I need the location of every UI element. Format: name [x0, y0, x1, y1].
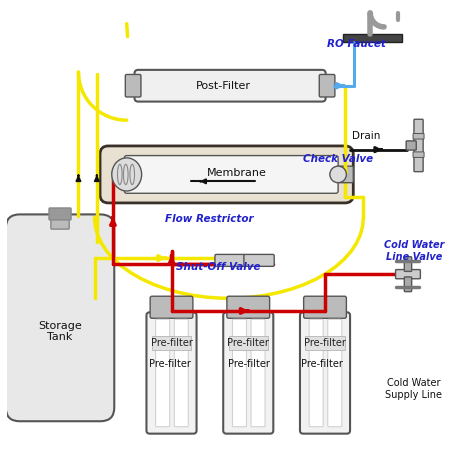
Text: Pre-filter: Pre-filter: [151, 338, 192, 348]
FancyBboxPatch shape: [404, 257, 411, 272]
FancyBboxPatch shape: [244, 254, 274, 266]
FancyBboxPatch shape: [404, 277, 411, 292]
FancyBboxPatch shape: [413, 134, 424, 139]
Text: Post-Filter: Post-Filter: [196, 81, 251, 91]
Text: Check Valve: Check Valve: [303, 154, 373, 164]
Text: Membrane: Membrane: [207, 168, 267, 178]
FancyBboxPatch shape: [251, 319, 265, 427]
FancyBboxPatch shape: [339, 166, 353, 183]
FancyBboxPatch shape: [414, 119, 423, 171]
FancyBboxPatch shape: [227, 296, 270, 318]
Circle shape: [330, 166, 346, 183]
FancyBboxPatch shape: [223, 312, 273, 434]
Text: Pre-filter: Pre-filter: [149, 359, 191, 369]
FancyBboxPatch shape: [174, 319, 188, 427]
Text: Pre-filter: Pre-filter: [304, 338, 346, 348]
Text: Drain: Drain: [352, 131, 380, 141]
Text: Pre-filter: Pre-filter: [228, 359, 269, 369]
FancyBboxPatch shape: [229, 336, 268, 350]
FancyBboxPatch shape: [51, 213, 69, 229]
FancyBboxPatch shape: [232, 319, 246, 427]
Text: Cold Water
Line Valve: Cold Water Line Valve: [384, 240, 444, 262]
FancyBboxPatch shape: [100, 146, 353, 203]
FancyBboxPatch shape: [152, 336, 191, 350]
FancyBboxPatch shape: [300, 312, 350, 434]
FancyBboxPatch shape: [304, 296, 346, 318]
Text: Pre-filter: Pre-filter: [301, 359, 343, 369]
FancyBboxPatch shape: [215, 254, 245, 266]
FancyBboxPatch shape: [406, 141, 416, 150]
FancyBboxPatch shape: [49, 208, 71, 220]
Text: Cold Water
Supply Line: Cold Water Supply Line: [385, 378, 442, 400]
FancyBboxPatch shape: [146, 312, 197, 434]
FancyBboxPatch shape: [309, 319, 323, 427]
FancyBboxPatch shape: [413, 152, 424, 157]
FancyBboxPatch shape: [319, 75, 335, 97]
Text: RO Faucet: RO Faucet: [327, 39, 386, 49]
FancyBboxPatch shape: [396, 270, 420, 279]
Text: Shut-Off Valve: Shut-Off Valve: [176, 262, 261, 272]
FancyBboxPatch shape: [124, 155, 338, 193]
FancyBboxPatch shape: [135, 70, 326, 101]
FancyBboxPatch shape: [150, 296, 193, 318]
Text: Flow Restrictor: Flow Restrictor: [165, 214, 254, 224]
Text: Storage
Tank: Storage Tank: [38, 321, 82, 343]
Text: Pre-filter: Pre-filter: [228, 338, 269, 348]
FancyBboxPatch shape: [328, 319, 342, 427]
FancyBboxPatch shape: [343, 34, 402, 42]
FancyBboxPatch shape: [155, 319, 170, 427]
FancyBboxPatch shape: [305, 336, 345, 350]
FancyBboxPatch shape: [125, 75, 141, 97]
Ellipse shape: [112, 158, 142, 191]
FancyBboxPatch shape: [6, 214, 114, 421]
